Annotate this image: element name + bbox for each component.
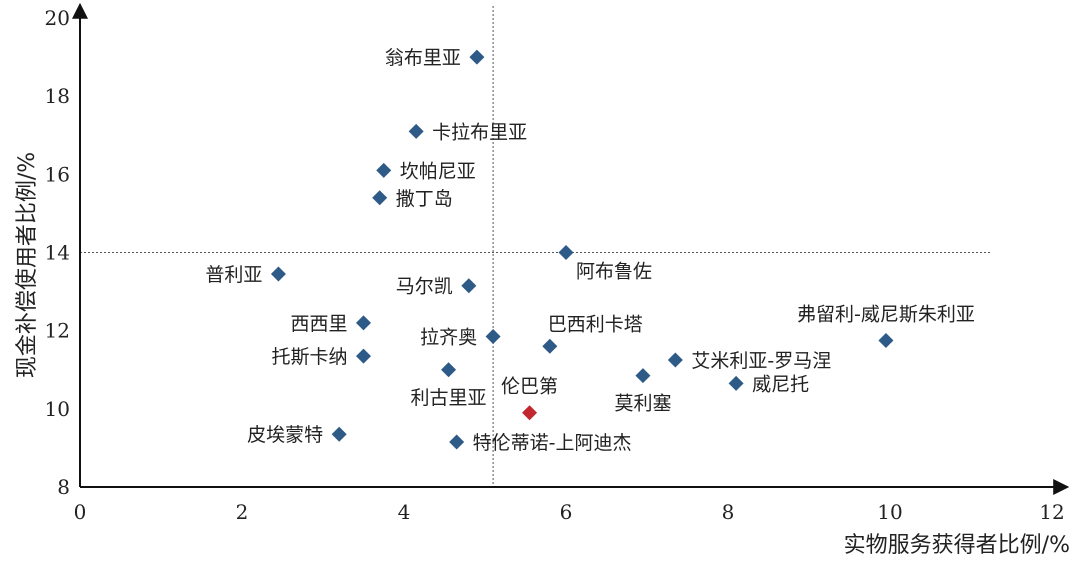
- x-tick-label: 12: [1039, 500, 1064, 524]
- point-label: 马尔凯: [396, 276, 453, 298]
- data-point: [356, 315, 371, 331]
- point-label: 西西里: [290, 313, 347, 335]
- data-points: [270, 49, 894, 450]
- point-label: 特伦蒂诺-上阿迪杰: [473, 432, 632, 454]
- data-point: [372, 190, 388, 206]
- point-label: 普利亚: [205, 264, 262, 286]
- x-tick-label: 8: [722, 500, 735, 524]
- data-point: [469, 49, 485, 65]
- point-label: 艾米利亚-罗马涅: [691, 350, 831, 372]
- x-tick-label: 6: [560, 500, 573, 524]
- point-label: 撒丁岛: [396, 188, 453, 210]
- point-label: 卡拉布里亚: [432, 121, 527, 143]
- y-tick-label: 18: [45, 84, 70, 108]
- data-point: [461, 278, 477, 294]
- point-label: 莫利塞: [614, 393, 671, 415]
- y-tick-label: 8: [57, 475, 70, 499]
- x-tick-label: 2: [236, 500, 249, 524]
- data-point: [558, 245, 574, 260]
- reference-lines: [80, 6, 992, 487]
- data-point: [635, 368, 651, 384]
- point-label: 威尼托: [752, 373, 809, 395]
- data-point: [356, 348, 371, 364]
- x-tick-label: 4: [398, 500, 411, 524]
- point-label: 弗留利-威尼斯朱利亚: [797, 303, 975, 325]
- data-point: [878, 332, 894, 348]
- point-label: 翁布里亚: [385, 47, 461, 69]
- y-axis-title: 现金补偿使用者比例/%: [15, 152, 40, 378]
- x-axis-title: 实物服务获得者比例/%: [844, 533, 1070, 558]
- data-point: [522, 405, 538, 421]
- data-point: [270, 266, 286, 282]
- tick-labels: 0 2 4 6 8 10 12 8 10 12 14 16 18 20: [45, 6, 1065, 524]
- point-label: 皮埃蒙特: [247, 424, 323, 446]
- axes: [72, 2, 1070, 495]
- point-label: 托斯卡纳: [271, 346, 347, 368]
- data-point: [542, 338, 558, 354]
- point-label: 阿布鲁佐: [576, 261, 652, 283]
- data-point: [376, 162, 392, 178]
- x-tick-label: 0: [74, 500, 87, 524]
- data-point: [408, 123, 424, 139]
- point-label: 巴西利卡塔: [548, 313, 643, 335]
- data-point: [485, 329, 501, 345]
- point-label: 坎帕尼亚: [400, 160, 476, 182]
- point-label: 利古里亚: [411, 387, 487, 409]
- point-label: 伦巴第: [501, 376, 558, 398]
- data-point: [449, 434, 465, 450]
- data-point: [441, 362, 457, 378]
- y-tick-label: 12: [45, 319, 70, 343]
- y-tick-label: 20: [45, 6, 70, 30]
- data-point: [667, 352, 683, 368]
- data-point: [728, 375, 744, 391]
- data-point: [331, 426, 347, 442]
- point-label: 拉齐奥: [420, 327, 477, 349]
- y-tick-label: 10: [45, 397, 70, 421]
- y-tick-label: 14: [45, 241, 70, 265]
- x-tick-label: 10: [877, 500, 902, 524]
- y-tick-label: 16: [45, 162, 70, 186]
